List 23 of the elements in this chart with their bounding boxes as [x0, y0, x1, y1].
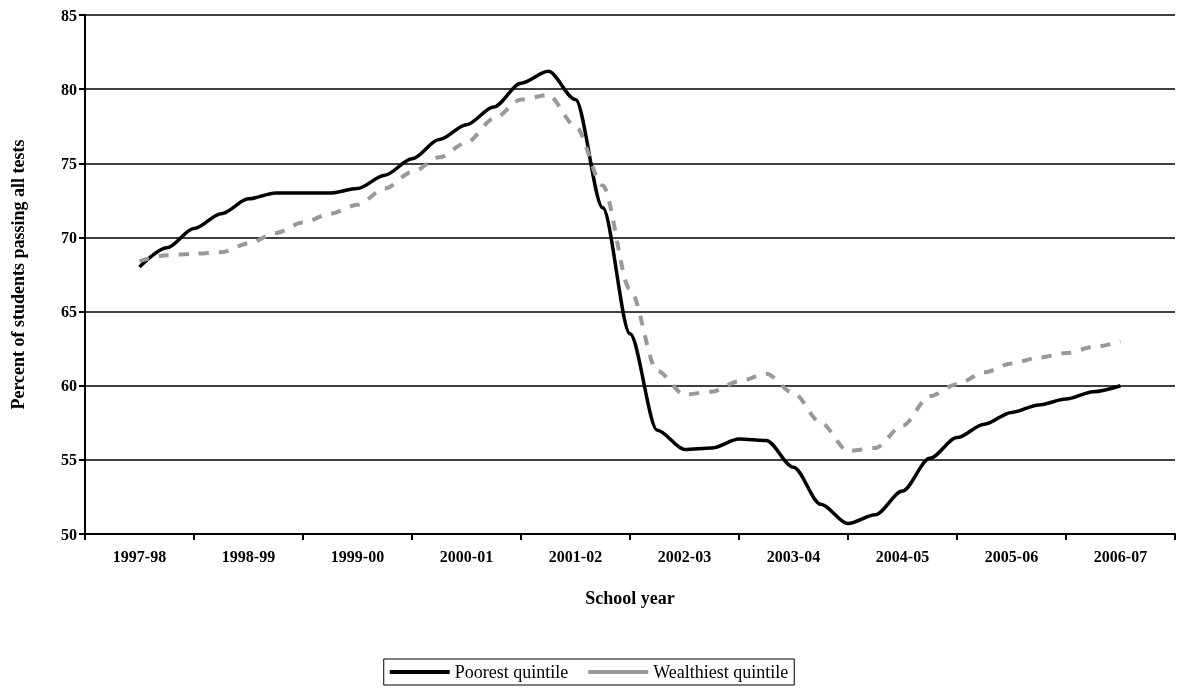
x-tick-label: 2006-07 [1093, 547, 1148, 565]
line-series [137, 93, 1123, 453]
x-tick-label: 1997-98 [112, 547, 167, 565]
x-tick-label: 1998-99 [221, 547, 276, 565]
x-tick-label: 2005-06 [984, 547, 1039, 565]
x-tick-label: 2002-03 [657, 547, 712, 565]
y-tick-label: 85 [61, 6, 77, 24]
y-axis-title: Percent of students passing all tests [8, 139, 28, 410]
y-tick-label: 70 [61, 228, 77, 246]
y-tick-label: 60 [61, 377, 77, 395]
x-tick-label: 1999-00 [330, 547, 385, 565]
x-tick-label: 2001-02 [548, 547, 603, 565]
y-tick-label: 50 [61, 525, 77, 543]
legend-label: Poorest quintile [454, 662, 569, 682]
x-tick-label: 2003-04 [766, 547, 821, 565]
y-tick-label: 80 [61, 80, 77, 98]
y-tick-label: 65 [61, 303, 77, 321]
x-axis-title: School year [585, 588, 675, 608]
x-tick-label: 2004-05 [875, 547, 930, 565]
legend-label: Wealthiest quintile [653, 662, 789, 682]
x-tick-label: 2000-01 [439, 547, 494, 565]
y-tick-label: 55 [61, 451, 77, 469]
y-tick-label: 75 [61, 154, 77, 172]
